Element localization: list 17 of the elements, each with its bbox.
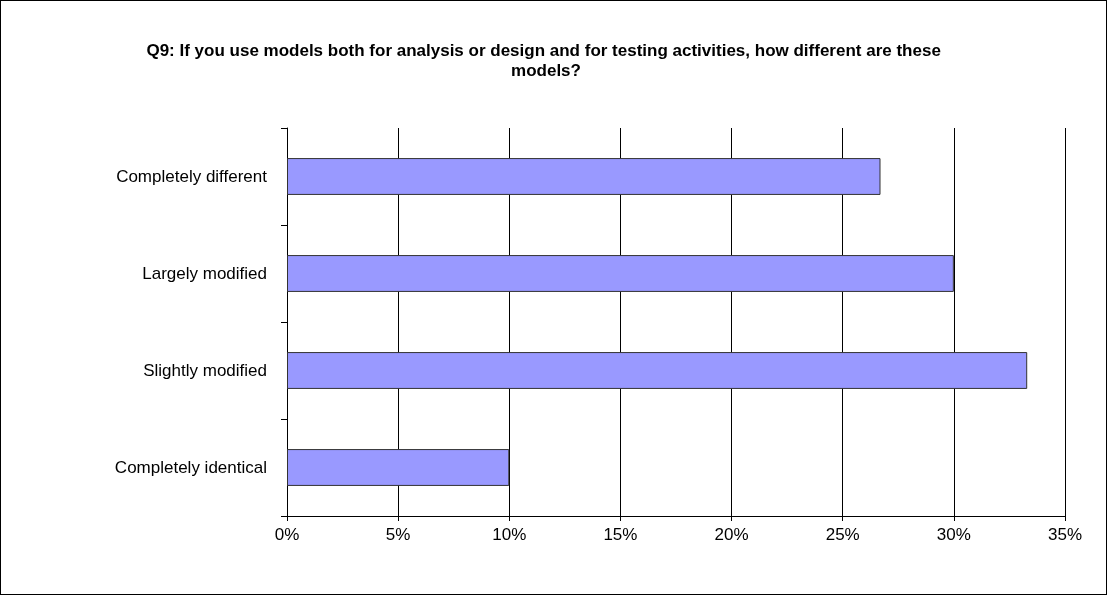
y-tick-label: Largely modified	[142, 264, 267, 283]
y-tick-label: Completely different	[116, 167, 268, 186]
bar	[287, 158, 881, 195]
bar	[287, 352, 1028, 389]
chart-title: Q9: If you use models both for analysis or design and for testing activities, how different are these models?	[146, 40, 946, 80]
x-tick-label: 0%	[274, 525, 300, 544]
x-tick-label: 20%	[714, 525, 749, 544]
bar	[287, 255, 954, 292]
x-tick-label: 5%	[385, 525, 411, 544]
x-tick-label: 10%	[492, 525, 527, 544]
y-tick-label: Completely identical	[114, 458, 267, 477]
y-tick-label: Slightly modified	[143, 361, 267, 380]
x-tick-label: 15%	[603, 525, 638, 544]
x-tick-label: 35%	[1047, 525, 1083, 544]
bar	[287, 449, 510, 486]
x-tick-label: 25%	[825, 525, 860, 544]
x-tick-label: 30%	[936, 525, 971, 544]
